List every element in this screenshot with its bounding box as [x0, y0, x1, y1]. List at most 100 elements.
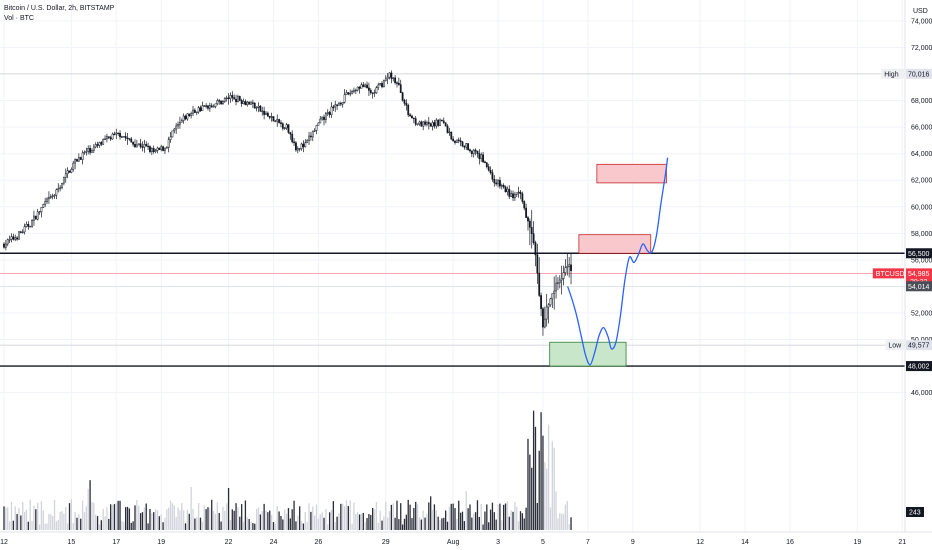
volume-bar [540, 412, 542, 530]
candle-body [171, 130, 174, 138]
volume-bar [343, 506, 346, 530]
volume-bar [289, 518, 291, 530]
candle-body [381, 83, 383, 88]
candle-body [504, 186, 507, 193]
projection-drawing[interactable] [567, 157, 669, 366]
candle-body [482, 154, 484, 163]
y-tick-label: 72,000 [911, 45, 932, 52]
candle-body [193, 109, 196, 113]
candle-body [265, 112, 267, 115]
candle-body [566, 266, 569, 268]
time-axis[interactable]: 12 15 17 19 22 24 26 29 Aug 3 5 7 9 12 14 16 19 21 [0, 539, 906, 546]
candle-body [553, 290, 556, 294]
volume-bar [136, 499, 138, 530]
candle-body [278, 119, 280, 123]
volume-bar [22, 502, 24, 530]
candle-body [44, 201, 47, 205]
candle-body [435, 119, 438, 127]
candle-body [160, 146, 163, 150]
candle-body [338, 102, 340, 106]
volume-bar [218, 512, 220, 530]
volume-bar [418, 517, 421, 530]
volume-bar [424, 517, 426, 530]
candle-body [308, 135, 310, 141]
volume-bar [357, 512, 359, 530]
volume-bar [532, 410, 535, 530]
candle-body [379, 83, 382, 86]
candle-body [469, 149, 471, 152]
volume-bar [508, 516, 510, 530]
candle-body [274, 120, 277, 123]
candle-body [77, 157, 80, 162]
x-tick-label: 29 [382, 539, 390, 546]
volume-bar [459, 512, 462, 530]
volume-indicator-label[interactable]: Vol · BTC [4, 15, 34, 22]
volume-bar [476, 500, 479, 530]
volume-bar [529, 454, 531, 530]
volume-bar [10, 501, 13, 530]
volume-bar [40, 501, 43, 530]
volume-bar [27, 521, 29, 530]
candle-body [162, 146, 164, 151]
price-tag-label: BTCUSD [876, 271, 905, 278]
candle-body [459, 140, 462, 143]
candle-body [76, 159, 78, 162]
volume-bar [78, 514, 80, 530]
candle-body [227, 97, 230, 99]
volume-bar [504, 503, 507, 530]
volume-bar [113, 504, 116, 530]
volume-bar [368, 514, 370, 530]
candle-body [98, 142, 101, 146]
volume-bar [117, 500, 119, 530]
volume-bar [8, 521, 11, 530]
volume-bar [484, 511, 486, 530]
volume-bar [493, 512, 495, 530]
candle-body [218, 100, 221, 102]
candle-body [222, 100, 224, 104]
candle-body [283, 127, 286, 130]
candle-body [392, 77, 395, 79]
chart-legend: Bitcoin / U.S. Dollar, 2h, BITSTAMP Vol … [4, 4, 114, 24]
volume-bar [70, 499, 73, 530]
volume-bar [375, 502, 378, 530]
volume-bar [304, 512, 306, 530]
volume-bar [203, 505, 205, 530]
volume-bar [328, 512, 331, 530]
candle-body [568, 264, 571, 267]
candle-body [555, 282, 557, 292]
candle-body [257, 105, 260, 108]
price-tags: 70,016High56,50054,98529:32BTCUSD54,0144… [872, 68, 932, 517]
candle-body [23, 226, 26, 233]
volume-bar [130, 522, 132, 530]
volume-bar [463, 521, 466, 530]
candle-body [296, 148, 299, 151]
candle-body [27, 223, 30, 227]
candle-body [83, 151, 86, 154]
volume-bar [270, 514, 273, 530]
candle-body [96, 144, 99, 146]
volume-bar [428, 502, 430, 530]
candle-body [360, 84, 363, 89]
volume-bar [400, 503, 402, 530]
volume-bar [478, 516, 480, 530]
volume-bar [323, 517, 325, 530]
candle-body [240, 100, 243, 104]
candle-body [418, 121, 421, 125]
candle-body [543, 318, 546, 328]
volume-bar [465, 491, 467, 530]
volume-bar [538, 450, 540, 530]
volume-bar [175, 516, 177, 530]
volume-bar [276, 506, 278, 530]
x-tick-label: 17 [112, 539, 120, 546]
symbol-title[interactable]: Bitcoin / U.S. Dollar, 2h, BITSTAMP [4, 5, 115, 12]
volume-bar [308, 503, 310, 530]
volume-bar [364, 521, 366, 530]
volume-bar [237, 507, 239, 530]
volume-bar [74, 511, 76, 530]
price-zones[interactable] [549, 163, 667, 367]
volume-bar [50, 514, 52, 530]
candle-body [412, 117, 415, 120]
volume-bar [461, 511, 464, 530]
candle-body [70, 169, 73, 173]
